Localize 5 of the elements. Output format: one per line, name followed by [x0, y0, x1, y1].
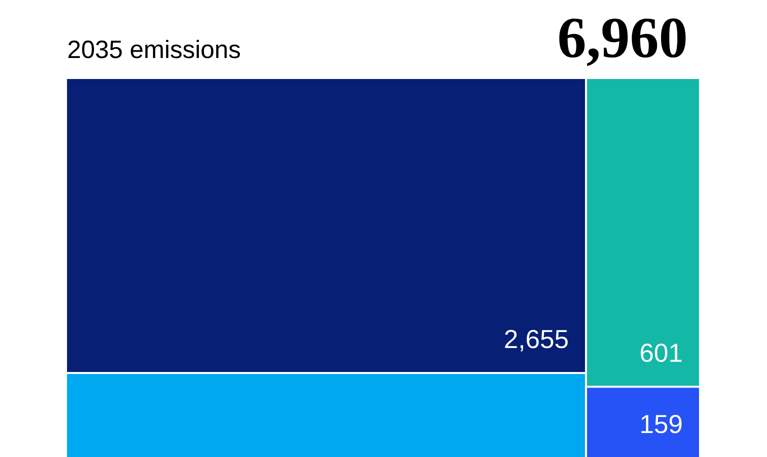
- data-label: 601: [640, 344, 682, 362]
- text: 6,960: [559, 18, 686, 66]
- data-label: 159: [641, 414, 682, 434]
- data-label: 2,655: [505, 330, 568, 352]
- text: 2035 emissions: [68, 40, 240, 58]
